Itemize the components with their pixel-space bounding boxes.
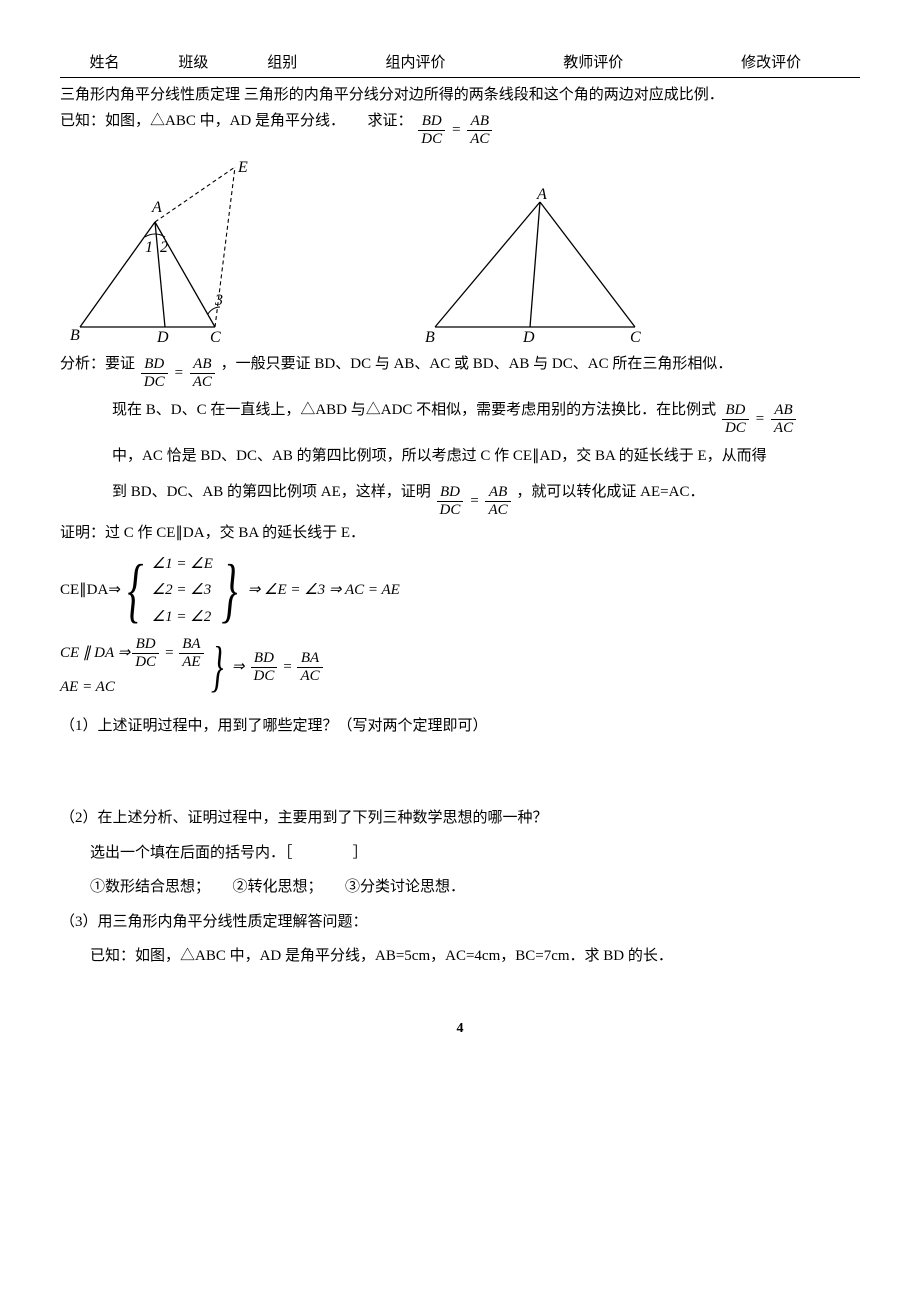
hdr-group: 组别 — [238, 50, 327, 77]
hdr-name: 姓名 — [60, 50, 149, 77]
question-2a: （2）在上述分析、证明过程中，主要用到了下列三种数学思想的哪一种？ — [60, 807, 860, 830]
given-prefix: 已知：如图，△ABC 中，AD 是角平分线． — [60, 113, 345, 129]
given-line: 已知：如图，△ABC 中，AD 是角平分线． 求证： BDDC = ABAC — [60, 110, 860, 147]
hdr-class: 班级 — [149, 50, 238, 77]
fig1-D: D — [156, 329, 169, 346]
analysis-4: 到 BD、DC、AB 的第四比例项 AE，这样，证明 BDDC = ABAC ，… — [60, 477, 860, 518]
question-2c: ①数形结合思想； ②转化思想； ③分类讨论思想． — [60, 876, 860, 899]
analysis-tail1: ，一般只要证 BD、DC 与 AB、AC 或 BD、AB 与 DC、AC 所在三… — [221, 356, 733, 372]
question-3a: （3）用三角形内角平分线性质定理解答问题： — [60, 911, 860, 934]
prove-eq: BDDC = ABAC — [416, 113, 494, 147]
fig1-A: A — [151, 199, 162, 216]
fig2-D: D — [522, 329, 535, 346]
fig1-C: C — [210, 329, 221, 346]
analysis-4b: ，就可以转化成证 AE=AC． — [516, 484, 704, 500]
prove-label: 求证： — [368, 113, 413, 129]
right-brace-icon-2: } — [211, 639, 223, 695]
fig1-2: 2 — [160, 239, 168, 256]
frac-bd: BD — [418, 113, 445, 130]
frac-ab: AB — [467, 113, 492, 130]
fig1-1: 1 — [145, 239, 153, 256]
brace1-l3: ∠1 = ∠2 — [152, 606, 213, 629]
fig1-3: 3 — [214, 292, 223, 309]
fig1-B: B — [70, 327, 80, 344]
left-brace-icon: { — [127, 554, 143, 626]
hdr-teacher-eval: 教师评价 — [504, 50, 682, 77]
figure-1: A B C D E 1 2 3 — [60, 157, 280, 347]
hdr-group-eval: 组内评价 — [327, 50, 505, 77]
analysis-2: 现在 B、D、C 在一直线上，△ABD 与△ADC 不相似，需要考虑用别的方法换… — [60, 394, 860, 436]
frac-dc: DC — [418, 130, 445, 148]
question-1: （1）上述证明过程中，用到了哪些定理？（写对两个定理即可） — [60, 715, 860, 738]
analysis-2a: 现在 B、D、C 在一直线上，△ABD 与△ADC 不相似，需要考虑用别的方法换… — [112, 402, 716, 418]
proof-step-1: CE∥DA⇒ { ∠1 = ∠E ∠2 = ∠3 ∠1 = ∠2 } ⇒ ∠E … — [60, 553, 860, 629]
fig2-C: C — [630, 329, 641, 346]
analysis-1: 分析：要证 BDDC = ABAC ，一般只要证 BD、DC 与 AB、AC 或… — [60, 353, 860, 390]
right-brace-icon: } — [221, 554, 237, 626]
fig1-E: E — [237, 159, 248, 176]
analysis-4a: 到 BD、DC、AB 的第四比例项 AE，这样，证明 — [112, 484, 431, 500]
stack2-l2: AE = AC — [60, 676, 206, 699]
fig2-B: B — [425, 329, 435, 346]
stack2-l1a: CE ∥ DA ⇒ — [60, 642, 130, 665]
theorem-text: 三角形内角平分线性质定理 三角形的内角平分线分对边所得的两条线段和这个角的两边对… — [60, 84, 860, 107]
figure-row: A B C D E 1 2 3 A B C D — [60, 157, 860, 347]
fig2-A: A — [536, 187, 547, 203]
analysis-3: 中，AC 恰是 BD、DC、AB 的第四比例项，所以考虑过 C 作 CE∥AD，… — [60, 440, 860, 473]
proof-label: 证明：过 C 作 CE∥DA，交 BA 的延长线于 E． — [60, 522, 860, 545]
arrow-2: ⇒ — [232, 656, 245, 679]
question-2b: 选出一个填在后面的括号内．［ ］ — [60, 842, 860, 865]
brace1-l2: ∠2 = ∠3 — [152, 579, 213, 602]
ce-da-prefix: CE∥DA⇒ — [60, 579, 121, 602]
question-3b: 已知：如图，△ABC 中，AD 是角平分线，AB=5cm，AC=4cm，BC=7… — [60, 945, 860, 968]
eq-sign-1: = — [451, 119, 461, 142]
page-number: 4 — [60, 1018, 860, 1039]
frac-ac: AC — [467, 130, 492, 148]
proof-step-2: CE ∥ DA ⇒ BDDC = BAAE AE = AC } ⇒ BDDC =… — [60, 636, 860, 699]
analysis-label: 分析：要证 — [60, 356, 135, 372]
header-table: 姓名 班级 组别 组内评价 教师评价 修改评价 — [60, 50, 860, 78]
brace1-l1: ∠1 = ∠E — [152, 553, 213, 576]
brace1-tail: ⇒ ∠E = ∠3 ⇒ AC = AE — [248, 579, 400, 602]
figure-2: A B C D — [420, 187, 650, 347]
hdr-revise-eval: 修改评价 — [682, 50, 860, 77]
